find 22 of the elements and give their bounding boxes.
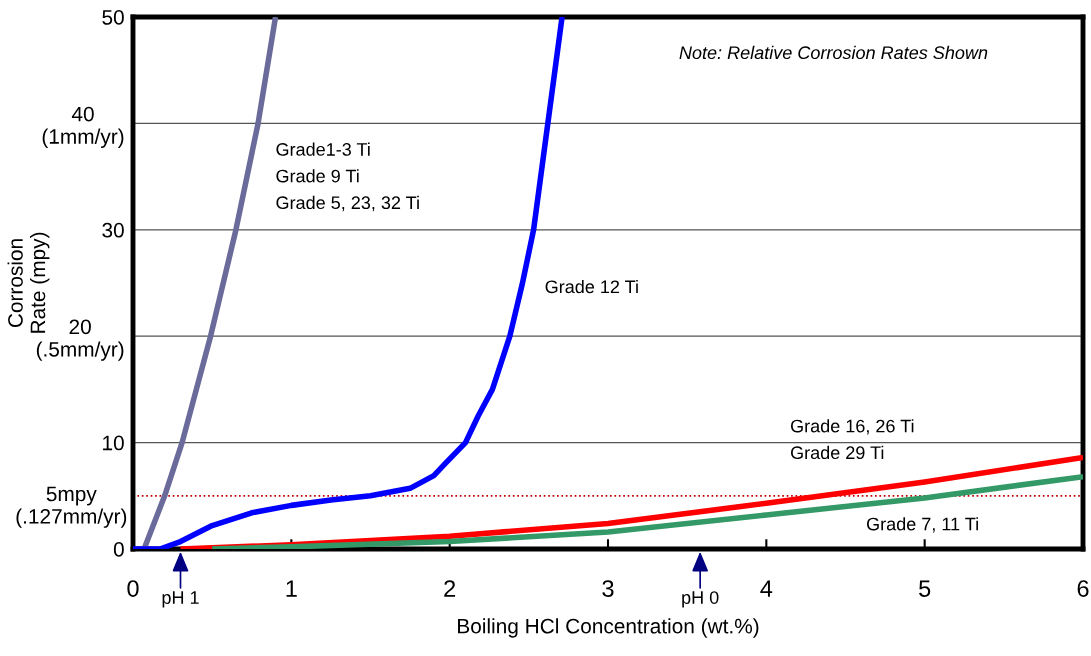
x-tick-label: 4 xyxy=(760,580,773,597)
series-label: Grade 16, 26 Ti Grade 29 Ti xyxy=(790,419,914,460)
ref-line-label: 5mpy (.127mm/yr) xyxy=(16,486,127,528)
annotation: Note: Relative Corrosion Rates Shown xyxy=(679,45,988,60)
series-label: Grade1-3 Ti Grade 9 Ti Grade 5, 23, 32 Ti xyxy=(276,142,419,212)
y-tick-label: 50 xyxy=(102,10,124,25)
y-tick-label: 30 xyxy=(102,222,124,238)
y-axis-title: Corrosion Rate (mpy) xyxy=(7,232,50,333)
y-tick-label: 0 xyxy=(113,542,124,557)
y-tick-label: 40 (1mm/yr) xyxy=(42,106,124,148)
x-tick-label: 3 xyxy=(602,580,614,597)
x-tick-label: 6 xyxy=(1077,580,1089,597)
text: pH 0 xyxy=(682,591,719,608)
x-tick-label: 5 xyxy=(919,580,931,597)
x-tick-label: 2 xyxy=(444,580,456,597)
x-tick-label: 1 xyxy=(286,580,297,597)
x-axis-title: Boiling HCl Concentration (wt.%) xyxy=(458,618,759,638)
text: pH 1 xyxy=(162,591,199,608)
series-label: Grade 7, 11 Ti xyxy=(866,517,978,533)
x-tick-label: 0 xyxy=(127,580,139,597)
series-label: Grade 12 Ti xyxy=(545,279,638,294)
y-tick-label: 10 xyxy=(103,435,124,451)
